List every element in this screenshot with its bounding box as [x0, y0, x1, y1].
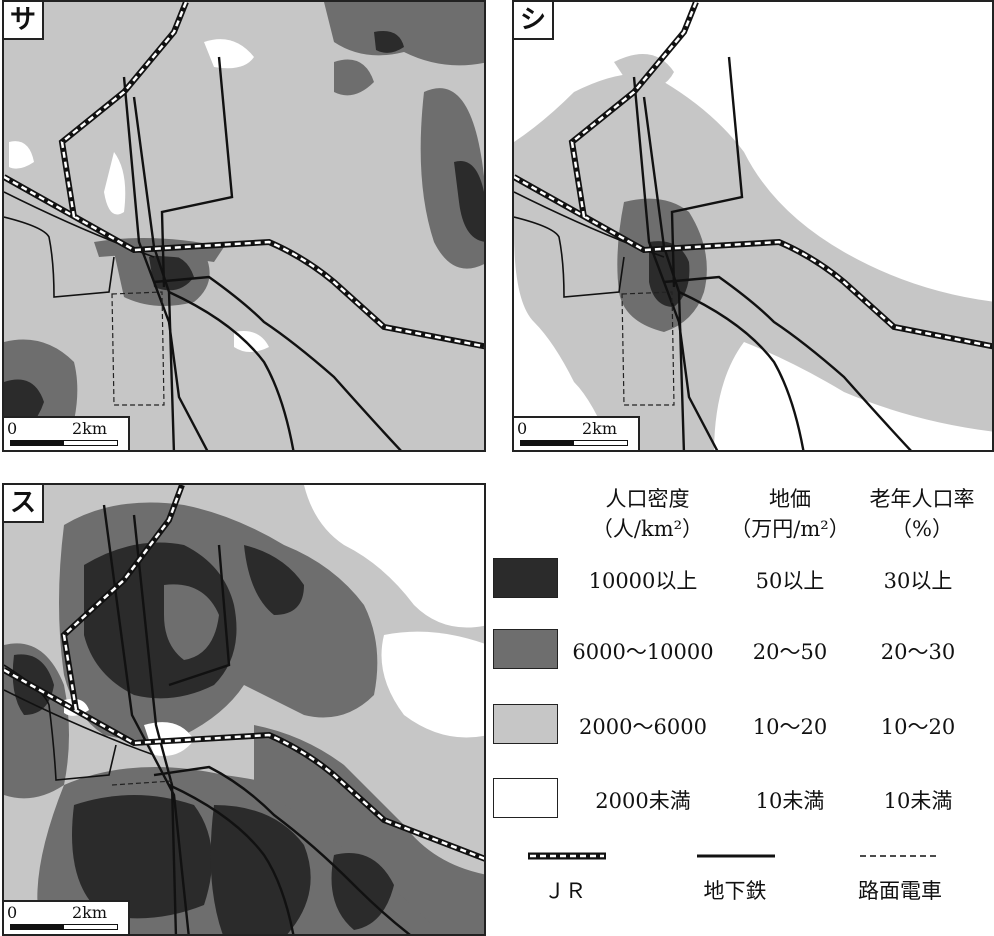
- legend-header-elderly: 老年人口率 （%）: [850, 484, 994, 544]
- land-price-value: 10未満: [755, 789, 825, 813]
- legend-swatch-dark: [493, 629, 558, 669]
- population-density-value: 10000以上: [588, 569, 698, 593]
- map-label-sa: サ: [4, 2, 44, 40]
- map-label-su: ス: [4, 485, 44, 523]
- land-price-value: 20～50: [752, 640, 828, 664]
- land-price-value: 10～20: [752, 715, 828, 739]
- scale-bar-sa: 0 2km: [4, 416, 130, 450]
- elderly-rate-value: 30以上: [883, 569, 953, 593]
- legend-header-land-price: 地価 （万円/m²）: [730, 484, 850, 544]
- map-shi: シ 0 2km: [512, 0, 994, 452]
- tram-line-sample: [860, 855, 938, 857]
- land-price-value: 50以上: [755, 569, 825, 593]
- scale-zero: 0: [517, 419, 528, 438]
- legend-label-jr: ＪＲ: [544, 879, 586, 903]
- legend-swatch-light: [493, 704, 558, 744]
- map-sa: サ 0 2km: [2, 0, 486, 452]
- legend-label-tram: 路面電車: [858, 879, 942, 903]
- jr-line-sample: [528, 852, 606, 860]
- scale-distance: 2km: [582, 419, 618, 438]
- population-density-value: 2000～6000: [579, 715, 707, 739]
- map-sa-graphic: [4, 2, 484, 450]
- scale-bar-su: 0 2km: [4, 900, 130, 934]
- legend-header-population: 人口密度 （人/km²）: [565, 484, 730, 544]
- header-unit: （人/km²）: [591, 517, 704, 541]
- legend-swatch-white: [493, 778, 558, 818]
- scale-graphic: [520, 440, 628, 446]
- scale-distance: 2km: [72, 419, 108, 438]
- scale-bar-shi: 0 2km: [514, 416, 640, 450]
- scale-distance: 2km: [72, 903, 108, 922]
- population-density-value: 2000未満: [595, 789, 691, 813]
- map-su: ス 0 2km: [2, 483, 486, 936]
- scale-graphic: [10, 440, 118, 446]
- map-su-graphic: [4, 485, 484, 934]
- legend-label-subway: 地下鉄: [703, 879, 767, 903]
- header-unit: （万円/m²）: [730, 517, 850, 541]
- header-title: 地価: [769, 487, 811, 511]
- map-label-shi: シ: [514, 2, 554, 40]
- elderly-rate-value: 10未満: [883, 789, 953, 813]
- legend-swatch-darkest: [493, 558, 558, 598]
- header-title: 人口密度: [605, 487, 690, 511]
- population-density-value: 6000～10000: [572, 640, 714, 664]
- scale-zero: 0: [7, 419, 18, 438]
- header-title: 老年人口率: [869, 487, 975, 511]
- elderly-rate-value: 10～20: [880, 715, 956, 739]
- subway-line-sample: [697, 854, 775, 858]
- map-shi-graphic: [514, 2, 992, 450]
- elderly-rate-value: 20～30: [880, 640, 956, 664]
- scale-zero: 0: [7, 903, 18, 922]
- scale-graphic: [10, 924, 118, 930]
- header-unit: （%）: [891, 517, 953, 541]
